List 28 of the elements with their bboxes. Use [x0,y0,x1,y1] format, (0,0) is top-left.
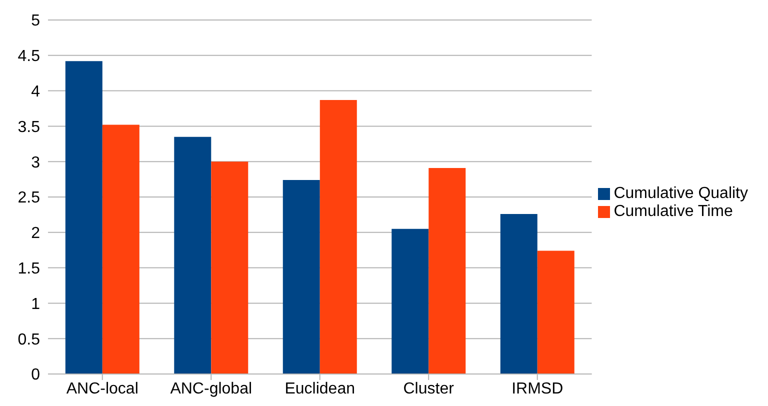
y-tick-label: 4.5 [18,48,40,66]
x-tick-label: ANC-local [66,380,138,398]
bar [211,162,248,374]
bar [282,180,320,374]
bar [174,136,212,374]
legend-label: Cumulative Quality [614,185,748,202]
y-tick-label: 5 [31,12,40,30]
x-tick-label: Cluster [403,380,455,398]
x-tick-label: Euclidean [284,380,355,398]
y-tick-label: 3.5 [18,118,40,136]
bar [537,250,574,374]
bar [320,100,357,374]
y-tick-label: 4 [31,83,40,100]
y-tick-label: 0 [31,366,40,384]
y-tick-label: 1.5 [18,260,40,278]
x-tick-label: IRMSD [512,380,564,398]
y-tick-label: 3 [31,154,40,172]
y-tick-label: 2.5 [18,190,40,207]
bar [428,168,466,374]
bar [102,124,140,374]
legend-label: Cumulative Time [614,203,733,220]
bar [392,228,429,374]
y-tick-label: 2 [31,225,40,242]
y-tick-label: 0.5 [18,331,40,348]
x-tick-label: ANC-global [170,380,252,398]
bar [500,214,538,374]
bar [65,61,102,374]
y-tick-label: 1 [31,296,40,313]
